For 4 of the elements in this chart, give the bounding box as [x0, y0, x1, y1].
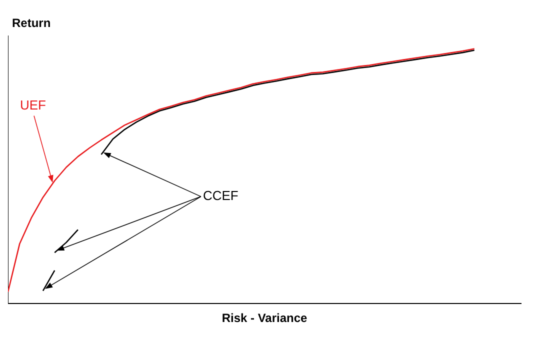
text: UEF [20, 97, 46, 112]
annotation: CCEF [202, 188, 238, 204]
y-axis-title: Return [12, 16, 51, 30]
x-axis-title: Risk - Variance [222, 311, 308, 326]
